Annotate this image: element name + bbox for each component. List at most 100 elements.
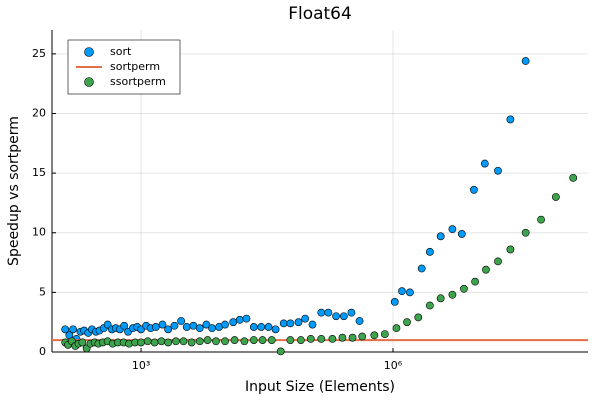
point [347,308,356,317]
point [120,321,129,330]
point [212,337,220,346]
point [230,336,239,344]
point [179,337,188,346]
point [392,324,401,333]
point [242,314,251,323]
point [308,320,317,329]
point [348,333,357,342]
point [480,159,489,168]
point [403,318,411,327]
legend-marker [84,47,94,57]
point [332,312,340,321]
y-tick-label: 10 [32,226,46,239]
point [471,277,479,286]
point [249,323,258,331]
point [172,337,180,346]
point [460,284,468,293]
point [286,319,295,328]
point [338,333,347,342]
point [482,265,490,274]
x-tick-label: 10⁶ [384,359,403,372]
point [202,320,211,329]
point [257,323,266,331]
point [286,336,295,344]
point [448,225,457,234]
point [417,264,426,273]
point [78,338,87,347]
point [390,298,399,306]
point [221,320,229,329]
point [358,332,367,341]
point [158,320,167,329]
point [436,294,445,303]
point [317,334,326,343]
point [264,323,273,331]
y-tick-label: 5 [39,285,46,298]
point [551,193,560,201]
x-tick-label: 10³ [132,359,150,372]
point [414,313,423,322]
point [267,336,276,344]
point [208,324,216,333]
y-tick-label: 15 [32,166,46,179]
point [296,336,305,344]
point [521,228,530,237]
legend-label: ssortperm [110,75,166,88]
y-tick-label: 25 [32,47,46,60]
y-tick-label: 20 [32,106,46,119]
point [69,325,77,334]
point [494,166,502,175]
point [370,331,379,340]
point [405,288,414,297]
point [235,315,244,324]
point [380,330,389,339]
point [170,321,179,330]
point [506,245,515,254]
point [328,334,337,343]
point [61,325,70,334]
point [324,308,333,317]
point [425,247,434,256]
point [448,290,457,299]
point [258,336,267,344]
point [164,338,173,347]
y-tick-label: 0 [39,345,46,358]
point [195,337,204,346]
point [506,115,515,124]
y-axis-label: Speedup vs sortperm [6,116,22,266]
point [150,338,159,347]
point [240,337,249,346]
legend-label: sort [110,45,132,58]
point [195,324,204,333]
point [177,317,186,325]
point [157,337,166,346]
point [339,312,348,321]
legend-label: sortperm [110,60,160,73]
point [306,334,315,343]
point [221,337,229,346]
legend-marker [84,77,94,87]
point [137,338,145,347]
point [203,336,212,344]
point [569,173,578,182]
point [164,325,173,334]
point [521,57,530,65]
point [229,318,238,327]
point [470,185,478,194]
point [425,301,434,310]
point [249,336,258,344]
point [436,232,445,241]
point [271,325,280,334]
point [143,337,152,346]
point [294,318,303,327]
x-axis-label: Input Size (Elements) [245,379,395,395]
point [494,257,502,266]
point [182,323,191,331]
point [187,338,196,347]
point [276,347,285,356]
point [537,215,545,224]
chart-title: Float64 [288,4,352,24]
point [457,230,466,238]
point [317,308,326,317]
